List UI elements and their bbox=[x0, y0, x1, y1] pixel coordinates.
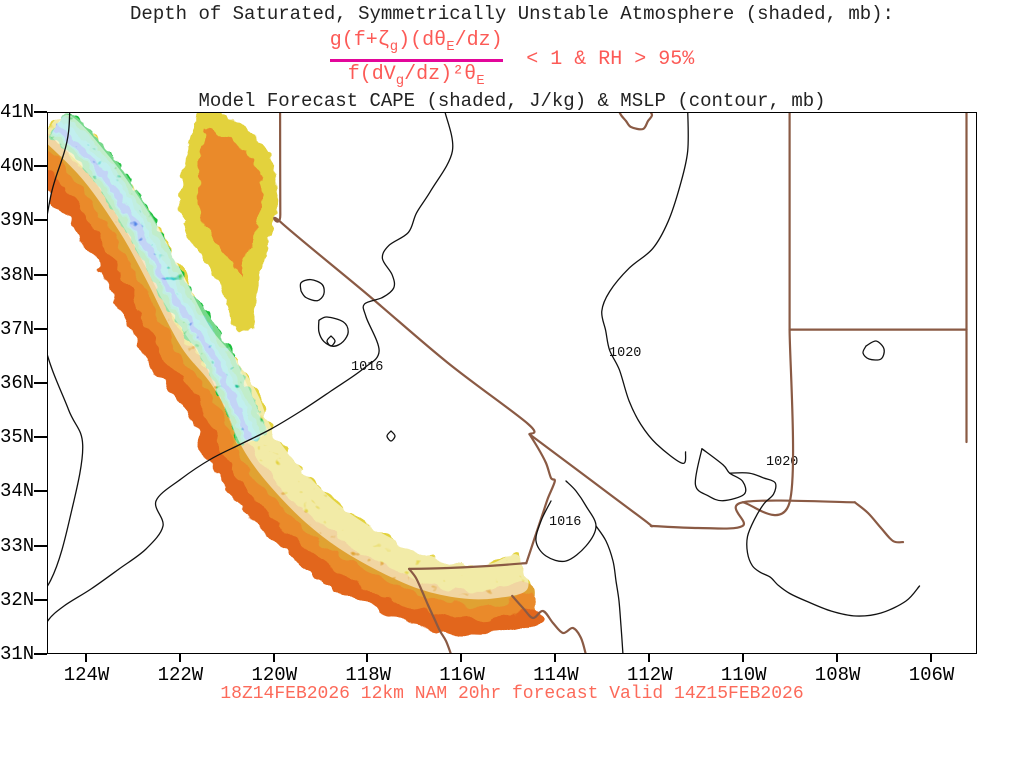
svg-text:1016: 1016 bbox=[549, 515, 581, 530]
svg-text:1016: 1016 bbox=[351, 360, 383, 375]
